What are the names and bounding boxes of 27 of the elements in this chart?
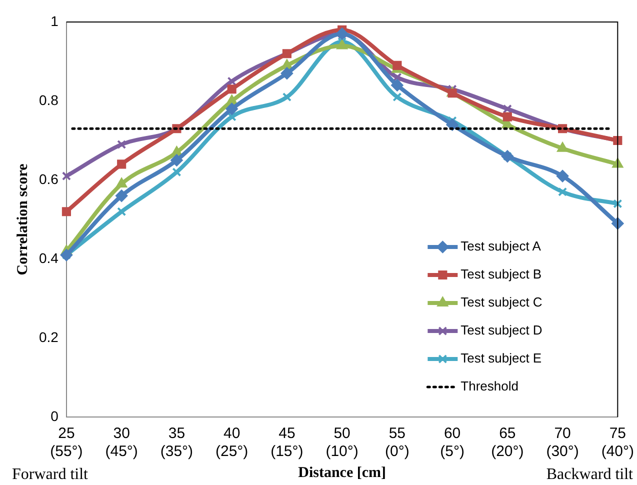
x-tick-label: 60 (5°): [440, 425, 464, 460]
legend-label: Test subject D: [460, 322, 542, 338]
legend-label: Test subject A: [460, 238, 542, 254]
x-tick-label: 75 (40°): [601, 425, 634, 460]
x-axis-title: Distance [cm]: [298, 464, 386, 481]
legend-label: Test subject E: [460, 350, 542, 366]
y-tick-label: 0.8: [38, 92, 59, 108]
y-tick-label: 0.2: [38, 328, 59, 345]
text: Backward tilt: [546, 466, 634, 484]
x-tick-label: 55 (0°): [385, 425, 410, 460]
x-tick-label: 35 (35°): [160, 425, 194, 460]
y-tick-label: 0.4: [38, 250, 59, 266]
text: Forward tilt: [12, 466, 89, 484]
x-tick-label: 70 (30°): [546, 425, 579, 460]
x-tick-label: 40 (25°): [215, 425, 248, 460]
x-tick-label: 25 (55°): [50, 425, 83, 460]
y-tick-label: 0.6: [38, 170, 59, 187]
legend-label: Test subject B: [460, 266, 542, 282]
x-tick-label: 30 (45°): [105, 425, 138, 460]
x-tick-label: 45 (15°): [270, 425, 304, 460]
x-tick-label: 50 (10°): [326, 425, 358, 460]
legend-label: Threshold: [460, 378, 518, 394]
y-tick-label: 1: [50, 12, 59, 29]
y-axis-title: Correlation score: [14, 163, 31, 276]
y-tick-label: 0: [50, 408, 59, 424]
x-tick-label: 65 (20°): [491, 425, 524, 460]
legend-label: Test subject C: [460, 294, 542, 310]
